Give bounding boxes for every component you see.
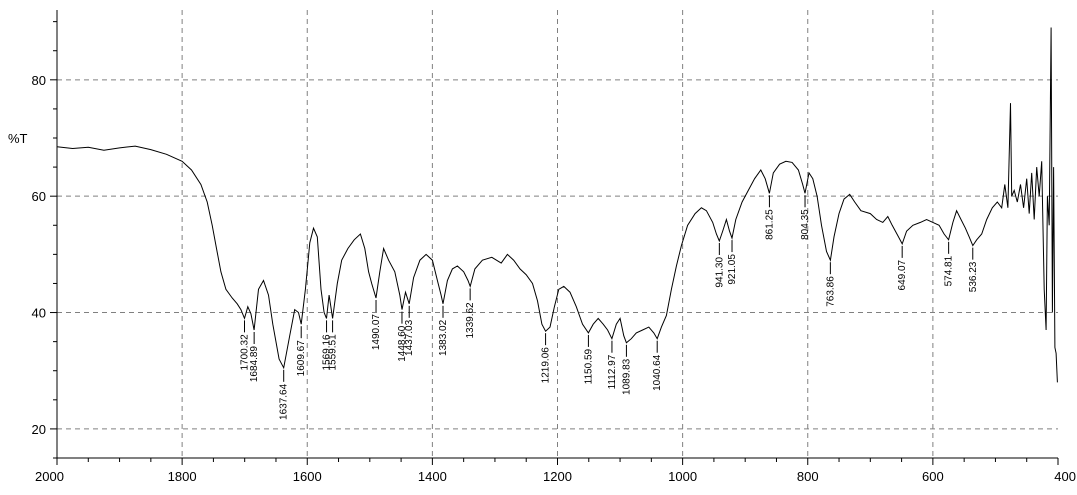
x-tick-label: 400 [1054, 469, 1076, 484]
peak-label: 1569.16 [322, 334, 333, 371]
y-tick-label: 60 [32, 189, 46, 204]
grid-layer [57, 10, 1058, 458]
peak-label: 1219.06 [541, 347, 552, 384]
peak-label: 763.86 [825, 276, 836, 307]
spectrum-line [56, 27, 1058, 383]
peak-label: 536.23 [968, 261, 979, 292]
peak-label: 921.05 [727, 254, 738, 285]
peak-label: 1383.02 [438, 319, 449, 356]
x-tick-label: 600 [922, 469, 944, 484]
peak-label: 804.35 [800, 209, 811, 240]
peak-label: 1609.67 [296, 340, 307, 377]
peak-label: 941.30 [714, 257, 725, 288]
x-tick-label: 1400 [418, 469, 447, 484]
x-tick-label: 1800 [168, 469, 197, 484]
peak-label: 861.25 [764, 209, 775, 240]
peak-label: 1559.51 [328, 334, 339, 371]
y-tick-label: 20 [32, 422, 46, 437]
peak-label: 1112.97 [607, 354, 618, 389]
peak-label: 1700.32 [239, 334, 250, 371]
x-tick-label: 1600 [293, 469, 322, 484]
x-tick-label: 1200 [543, 469, 572, 484]
peak-label: 1150.59 [583, 348, 594, 384]
y-axis-label: %T [8, 131, 28, 146]
x-tick-label: 800 [797, 469, 819, 484]
peak-label: 1040.64 [652, 354, 663, 391]
y-tick-label: 40 [32, 306, 46, 321]
peak-label: 649.07 [897, 259, 908, 290]
peak-label: 574.81 [944, 255, 955, 286]
peak-label: 1339.62 [465, 302, 476, 339]
peak-label: 1490.07 [371, 314, 382, 351]
x-tick-label: 1000 [668, 469, 697, 484]
y-tick-label: 80 [32, 73, 46, 88]
peak-label: 1684.89 [249, 346, 260, 383]
tick-labels: 2000 1800 1600 1400 1200 1000 800 600 400 20 40 60 8… [32, 73, 1076, 484]
x-tick-label: 2000 [35, 469, 64, 484]
peak-label: 1637.64 [279, 383, 290, 420]
peak-label: 1437.03 [404, 319, 415, 356]
axis-layer [50, 10, 1059, 465]
peak-label: 1089.83 [621, 358, 632, 395]
peak-label: 1448.60 [397, 325, 408, 362]
